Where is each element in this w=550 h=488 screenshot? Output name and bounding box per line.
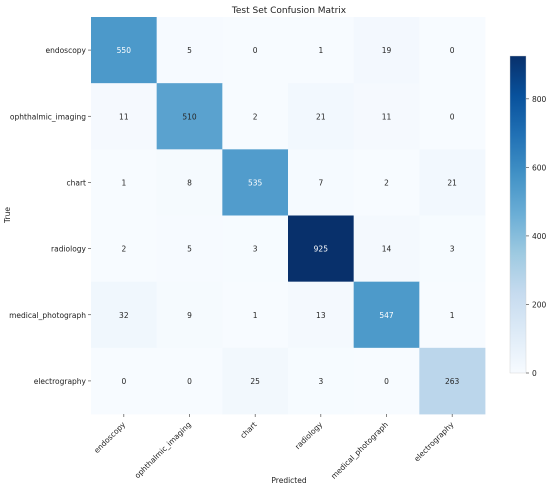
cell-value-label: 9 xyxy=(187,311,192,320)
y-axis-label: True xyxy=(3,207,12,224)
heatmap-cell xyxy=(222,83,289,150)
cell-value-label: 535 xyxy=(248,178,263,187)
cell-value-label: 2 xyxy=(253,112,258,121)
cell-value-label: 32 xyxy=(119,311,129,320)
cell-value-label: 925 xyxy=(314,245,329,254)
cell-value-label: 8 xyxy=(187,178,192,187)
x-tick-label: endoscopy xyxy=(92,420,127,455)
heatmap-cells: 550 5 0 1 19 011 510 2 21 11 01 8 535 7 2 212 5 3 925 14 332… xyxy=(91,17,486,415)
colorbar-tick-label: 0 xyxy=(532,369,537,378)
cell-value-label: 0 xyxy=(121,377,126,386)
cell-value-label: 0 xyxy=(450,112,455,121)
heatmap-cell xyxy=(91,17,158,84)
heatmap-cell xyxy=(91,83,158,150)
cell-value-label: 21 xyxy=(447,178,457,187)
colorbar-tick-label: 600 xyxy=(532,163,547,172)
heatmap-cell xyxy=(91,149,158,216)
heatmap-cell xyxy=(222,347,289,415)
heatmap-cell xyxy=(156,83,223,150)
cell-value-label: 21 xyxy=(316,112,326,121)
heatmap-cell xyxy=(222,215,289,283)
x-tick-label: chart xyxy=(238,420,258,440)
cell-value-label: 0 xyxy=(187,377,192,386)
heatmap-cell xyxy=(156,17,223,84)
cell-value-label: 547 xyxy=(379,311,394,320)
heatmap-cell xyxy=(419,347,486,415)
y-tick-label: ophthalmic_imaging xyxy=(10,112,86,121)
cell-value-label: 1 xyxy=(121,178,126,187)
heatmap-cell xyxy=(288,17,355,84)
y-tick-label: medical_photograph xyxy=(9,311,86,320)
x-axis-label: Predicted xyxy=(271,476,306,485)
heatmap-cell xyxy=(419,215,486,283)
heatmap-cell xyxy=(91,281,158,349)
cell-value-label: 14 xyxy=(382,245,392,254)
colorbar xyxy=(509,55,527,374)
x-tick-labels: endoscopy ophthalmic_imaging chart radiolog… xyxy=(92,414,456,481)
cell-value-label: 2 xyxy=(121,245,126,254)
heatmap-cell xyxy=(222,17,289,84)
heatmap-cell xyxy=(288,347,355,415)
heatmap-cell xyxy=(156,347,223,415)
heatmap-cell xyxy=(156,281,223,349)
cell-value-label: 2 xyxy=(384,178,389,187)
cell-value-label: 0 xyxy=(384,377,389,386)
cell-value-label: 19 xyxy=(382,46,392,55)
heatmap-cell xyxy=(288,83,355,150)
colorbar-tick-label: 400 xyxy=(532,232,547,241)
cell-value-label: 550 xyxy=(117,46,132,55)
cell-value-label: 0 xyxy=(253,46,258,55)
y-tick-label: chart xyxy=(67,178,87,187)
cell-value-label: 13 xyxy=(316,311,326,320)
heatmap-cell xyxy=(288,281,355,349)
cell-value-label: 1 xyxy=(450,311,455,320)
heatmap-cell xyxy=(353,149,420,216)
heatmap-cell xyxy=(419,149,486,216)
y-tick-label: endoscopy xyxy=(45,46,86,55)
heatmap-cell xyxy=(353,17,420,84)
y-tick-label: electrography xyxy=(34,377,87,386)
cell-value-label: 3 xyxy=(318,377,323,386)
heatmap-cell xyxy=(419,83,486,150)
heatmap-cell xyxy=(91,347,158,415)
heatmap-cell xyxy=(353,215,420,283)
x-tick-label: electrography xyxy=(412,420,456,464)
cell-value-label: 7 xyxy=(318,178,323,187)
cell-value-label: 5 xyxy=(187,245,192,254)
cell-value-label: 0 xyxy=(450,46,455,55)
colorbar-tick-label: 200 xyxy=(532,300,547,309)
x-tick-label: medical_photograph xyxy=(329,420,390,481)
heatmap-cell xyxy=(288,215,355,283)
heatmap-cell xyxy=(288,149,355,216)
chart-title: Test Set Confusion Matrix xyxy=(231,6,347,16)
cell-value-label: 11 xyxy=(382,112,392,121)
cell-value-label: 25 xyxy=(250,377,260,386)
x-tick-label: radiology xyxy=(293,420,324,451)
colorbar-tick-label: 800 xyxy=(532,95,547,104)
y-tick-label: radiology xyxy=(51,245,87,254)
heatmap-cell xyxy=(156,149,223,216)
cell-value-label: 1 xyxy=(318,46,323,55)
heatmap-cell xyxy=(419,17,486,84)
cell-value-label: 1 xyxy=(253,311,258,320)
heatmap-cell xyxy=(222,281,289,349)
heatmap-cell xyxy=(353,281,420,349)
colorbar-ticks: 0 200 400 600 800 xyxy=(526,95,547,378)
heatmap-cell xyxy=(353,83,420,150)
heatmap-cell xyxy=(222,149,289,216)
heatmap-cell xyxy=(419,281,486,349)
cell-value-label: 3 xyxy=(253,245,258,254)
heatmap-cell xyxy=(91,215,158,283)
heatmap-cell xyxy=(353,347,420,415)
cell-value-label: 5 xyxy=(187,46,192,55)
heatmap-cell xyxy=(156,215,223,283)
x-tick-label: ophthalmic_imaging xyxy=(133,420,193,480)
cell-value-label: 263 xyxy=(445,377,460,386)
cell-value-label: 11 xyxy=(119,112,129,121)
cell-value-label: 510 xyxy=(182,112,197,121)
cell-value-label: 3 xyxy=(450,245,455,254)
